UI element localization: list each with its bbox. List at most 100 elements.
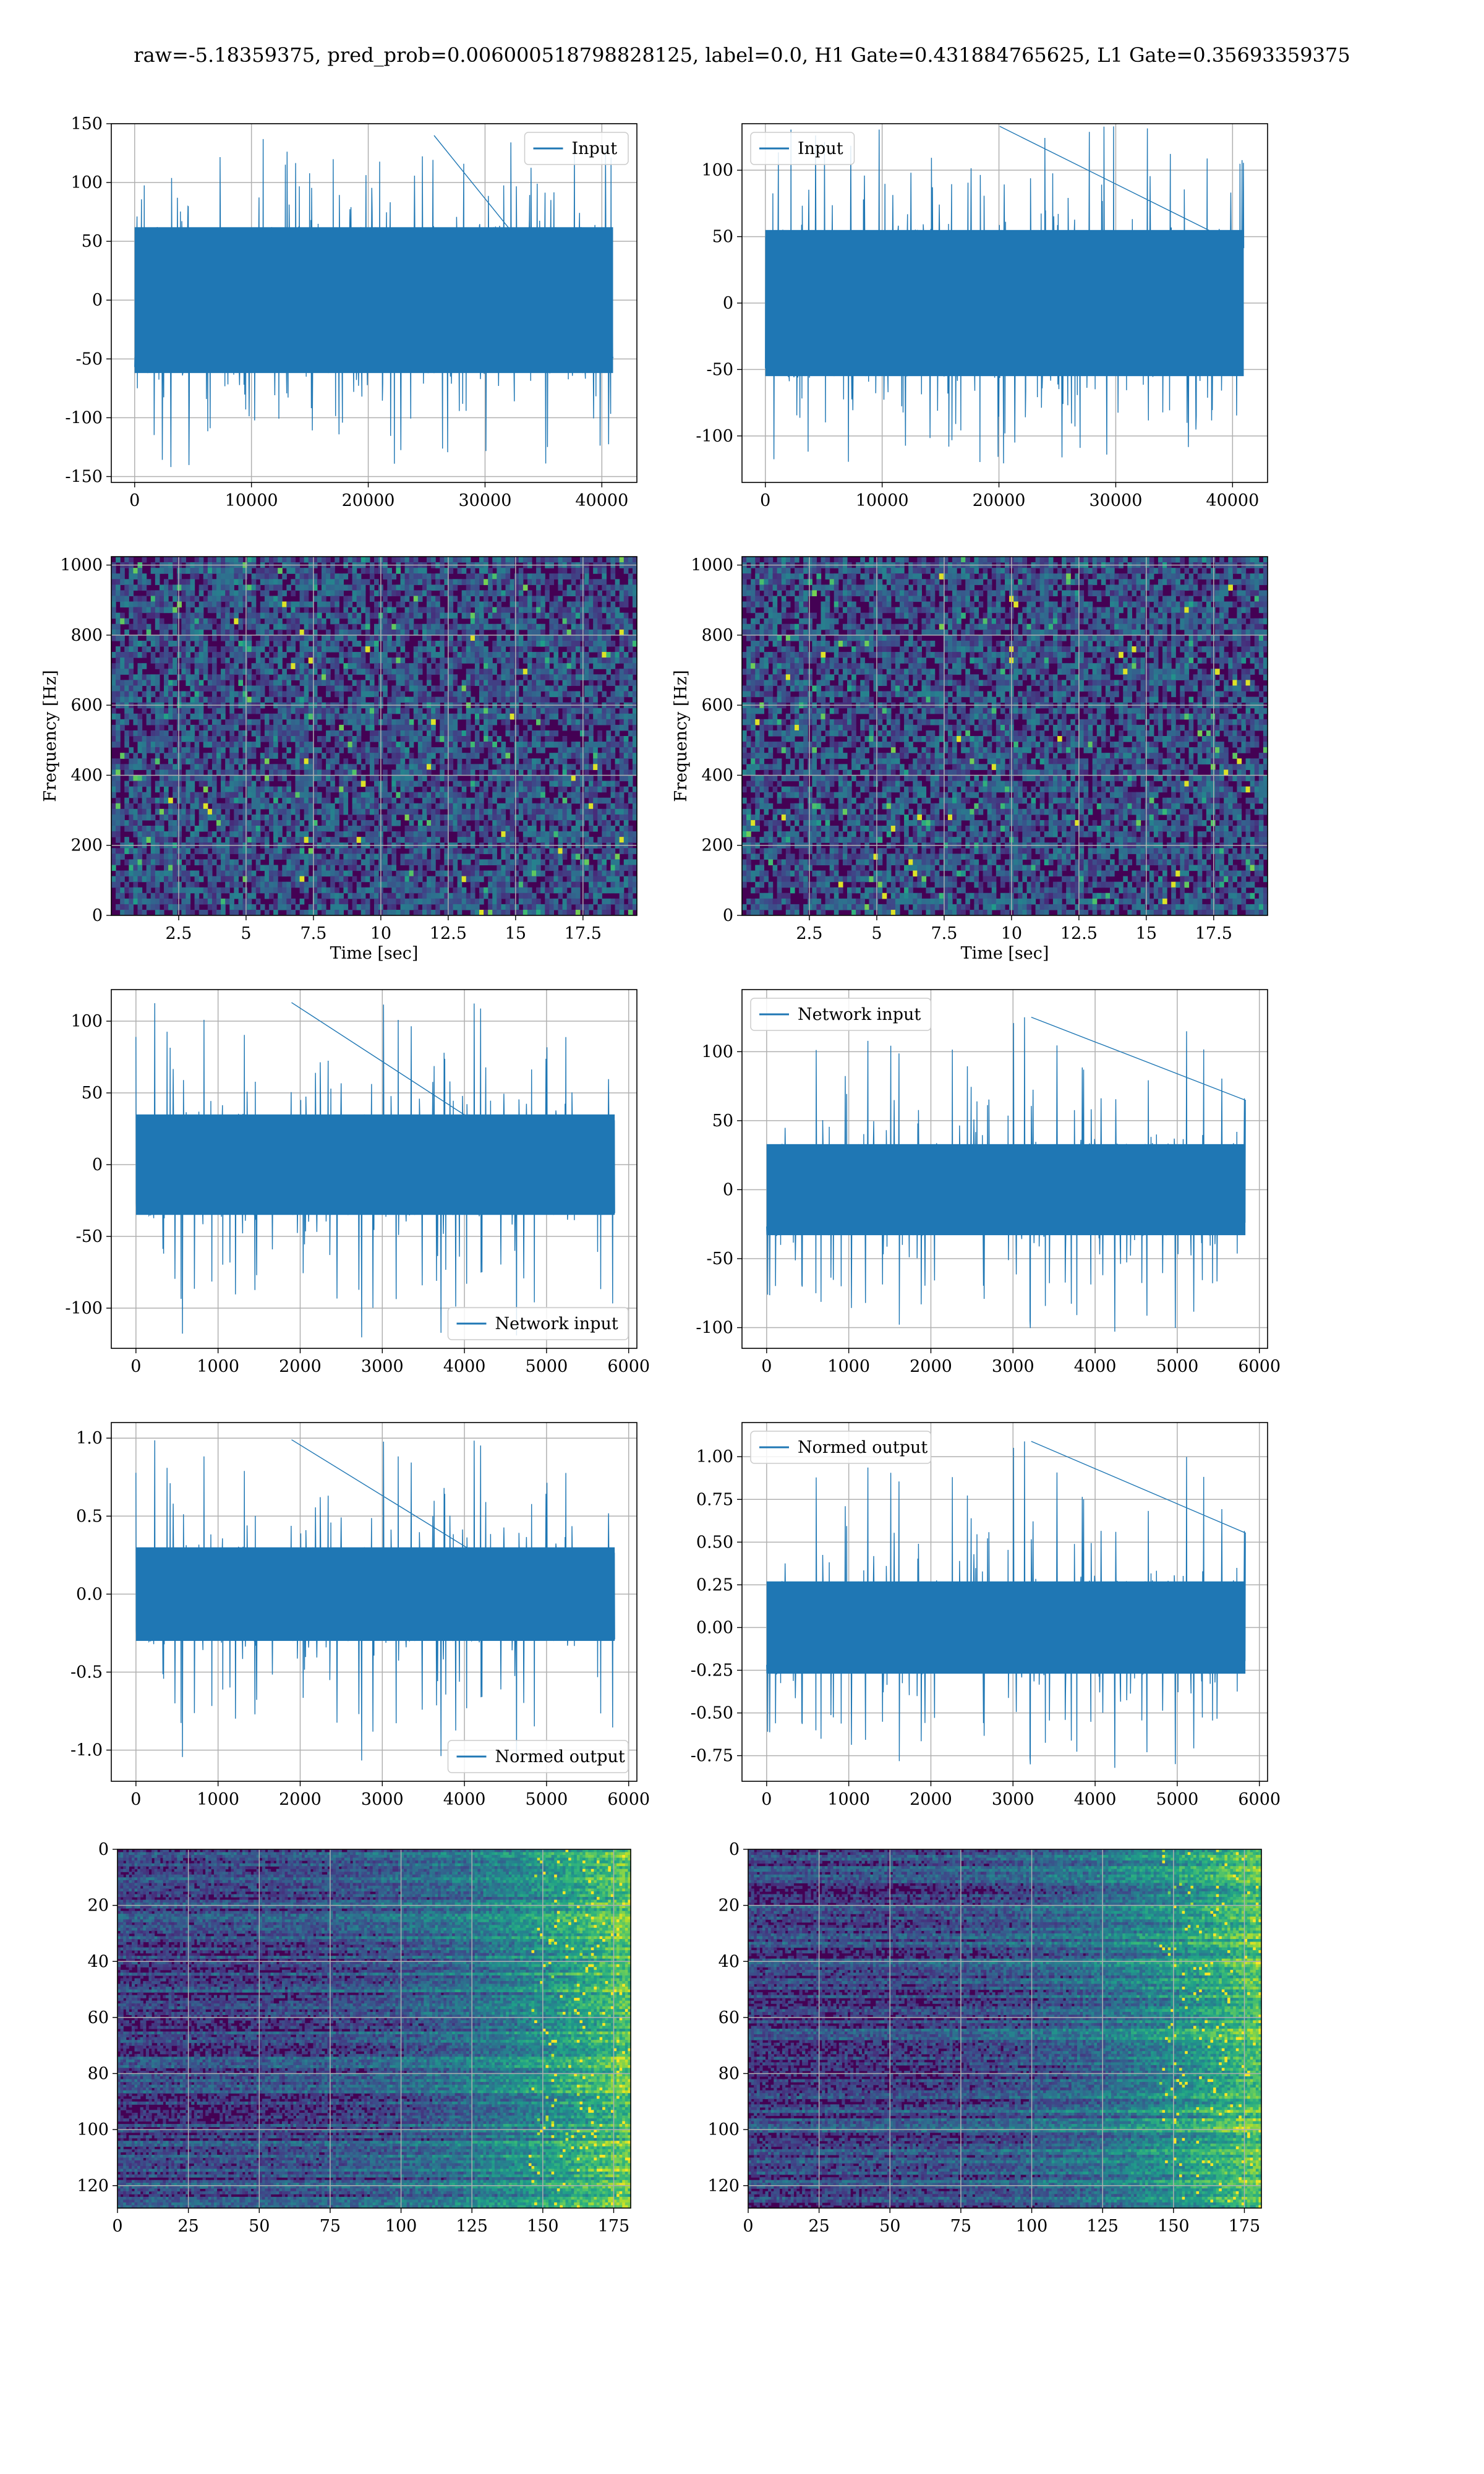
heatmap-cell — [404, 568, 410, 574]
heatmap-cell — [558, 685, 563, 692]
heatmap-cell — [448, 674, 454, 680]
heatmap-cell — [168, 680, 173, 687]
heatmap-cell — [203, 736, 208, 742]
heatmap-cell — [190, 792, 195, 798]
heatmap-cell — [514, 680, 519, 687]
heatmap-cell — [225, 831, 230, 837]
heatmap-cell — [198, 691, 204, 698]
heatmap-cell — [566, 590, 572, 597]
heatmap-cell — [308, 758, 313, 764]
heatmap-cell — [387, 826, 392, 832]
heatmap-cell — [470, 623, 475, 630]
heatmap-cell — [619, 747, 625, 753]
heatmap-cell — [251, 764, 257, 770]
heatmap-cell — [396, 640, 401, 647]
heatmap-cell — [317, 557, 322, 563]
heatmap-cell — [532, 848, 537, 854]
heatmap-cell — [198, 713, 204, 720]
heatmap-cell — [234, 596, 239, 602]
heatmap-cell — [255, 736, 261, 742]
heatmap-cell — [242, 590, 248, 597]
heatmap-cell — [579, 831, 585, 837]
heatmap-cell — [304, 775, 309, 782]
heatmap-cell — [190, 753, 195, 759]
heatmap-cell — [466, 691, 471, 698]
heatmap-cell — [579, 808, 585, 815]
heatmap-cell — [260, 826, 265, 832]
heatmap-cell — [234, 568, 239, 574]
heatmap-cell — [566, 775, 572, 782]
heatmap-cell — [566, 612, 572, 619]
heatmap-cell — [553, 596, 559, 602]
heatmap-cell — [505, 753, 511, 759]
heatmap-cell — [352, 786, 357, 793]
heatmap-cell — [133, 764, 139, 770]
heatmap-cell — [457, 730, 463, 737]
heatmap-cell — [221, 742, 226, 748]
heatmap-cell — [194, 747, 200, 753]
heatmap-cell — [575, 820, 581, 826]
heatmap-cell — [400, 736, 406, 742]
heatmap-cell — [181, 590, 187, 597]
heatmap-cell — [606, 640, 612, 647]
heatmap-cell — [159, 663, 164, 669]
heatmap-cell — [387, 758, 392, 764]
heatmap-cell — [278, 775, 283, 782]
heatmap-cell — [221, 652, 226, 658]
heatmap-cell — [431, 814, 436, 821]
heatmap-cell — [229, 696, 234, 703]
heatmap-cell — [540, 640, 545, 647]
heatmap-cell — [558, 803, 563, 810]
heatmap-cell — [444, 568, 450, 574]
heatmap-cell — [518, 775, 524, 782]
heatmap-cell — [589, 786, 594, 793]
heatmap-cell — [536, 629, 541, 636]
heatmap-cell — [111, 769, 116, 776]
heatmap-cell — [610, 691, 616, 698]
heatmap-cell — [348, 601, 353, 608]
heatmap-cell — [391, 854, 397, 860]
heatmap-cell — [264, 797, 270, 804]
heatmap-cell — [387, 724, 392, 731]
heatmap-cell — [129, 713, 134, 720]
heatmap-cell — [479, 646, 484, 653]
heatmap-cell — [137, 803, 143, 810]
heatmap-cell — [348, 557, 353, 563]
heatmap-cell — [295, 629, 301, 636]
heatmap-cell — [566, 601, 572, 608]
heatmap-cell — [510, 713, 515, 720]
heatmap-cell — [322, 573, 326, 580]
heatmap-cell — [291, 764, 296, 770]
heatmap-cell — [216, 623, 221, 630]
heatmap-cell — [457, 652, 463, 658]
heatmap-cell — [492, 854, 497, 860]
heatmap-cell — [360, 742, 366, 748]
legend-box — [750, 132, 855, 165]
heatmap-cell — [413, 601, 419, 608]
heatmap-cell — [628, 781, 633, 787]
heatmap-cell — [549, 657, 555, 664]
heatmap-cell — [335, 601, 339, 608]
heatmap-cell — [269, 596, 274, 602]
heatmap-cell — [360, 584, 366, 591]
heatmap-cell — [514, 837, 519, 843]
heatmap-cell — [413, 708, 419, 714]
heatmap-cell — [312, 786, 318, 793]
heatmap-cell — [501, 814, 506, 821]
heatmap-cell — [549, 837, 555, 843]
heatmap-cell — [207, 573, 213, 580]
heatmap-cell — [527, 747, 532, 753]
heatmap-cell — [322, 831, 326, 837]
heatmap-cell — [461, 792, 467, 798]
heatmap-cell — [589, 680, 594, 687]
heatmap-cell — [291, 797, 296, 804]
heatmap-cell — [549, 786, 555, 793]
heatmap-cell — [155, 640, 160, 647]
heatmap-cell — [348, 848, 353, 854]
heatmap-cell — [404, 814, 410, 821]
heatmap-cell — [584, 786, 589, 793]
heatmap-cell — [501, 629, 506, 636]
heatmap-cell — [579, 657, 585, 664]
heatmap-cell — [291, 618, 296, 625]
heatmap-cell — [448, 590, 454, 597]
